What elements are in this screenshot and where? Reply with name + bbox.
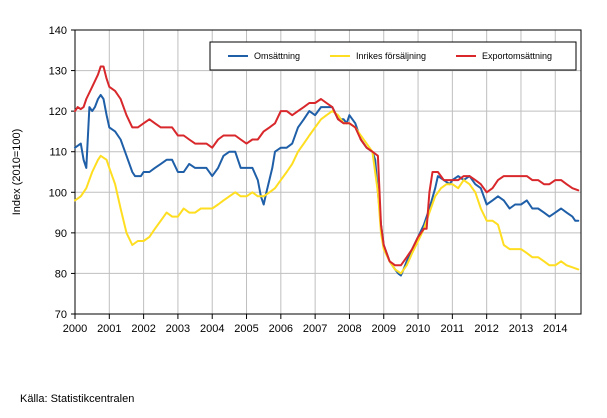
x-tick-label: 2002	[131, 323, 155, 335]
y-tick-label: 130	[49, 66, 67, 78]
y-tick-label: 110	[49, 147, 67, 159]
x-tick-label: 2004	[200, 323, 224, 335]
y-axis: 70 80 90 100 110 120 130 140	[49, 25, 75, 321]
x-tick-label: 2013	[509, 323, 533, 335]
legend-label: Exportomsättning	[482, 51, 552, 61]
y-tick-label: 90	[55, 228, 67, 240]
x-tick-label: 2005	[234, 323, 258, 335]
legend-label: Inrikes försäljning	[356, 51, 426, 61]
x-tick-label: 2006	[269, 323, 293, 335]
y-tick-label: 70	[55, 309, 67, 321]
series-line-inrikes-f-rs-ljning	[74, 110, 580, 275]
y-tick-label: 120	[49, 106, 67, 118]
gridlines	[74, 29, 581, 315]
x-tick-label: 2001	[97, 323, 121, 335]
legend-label: Omsättning	[254, 51, 300, 61]
x-tick-label: 2010	[406, 323, 430, 335]
x-tick-label: 2008	[337, 323, 361, 335]
x-tick-label: 2011	[441, 323, 465, 335]
x-tick-label: 2007	[303, 323, 327, 335]
y-axis-label: Index (2010=100)	[11, 129, 23, 216]
legend: Omsättning Inrikes försäljning Exportomsät…	[209, 41, 577, 71]
y-tick-label: 100	[49, 187, 67, 199]
y-tick-label: 80	[55, 268, 67, 280]
x-tick-label: 2012	[474, 323, 498, 335]
x-tick-label: 2003	[166, 323, 190, 335]
y-tick-label: 140	[49, 25, 67, 37]
x-axis: 2000 2001 2002 2003 2004 2005 2006 2007 2008 2009…	[63, 314, 568, 335]
legend-box	[209, 41, 577, 71]
series-line-oms-ttning	[74, 93, 580, 277]
x-tick-label: 2009	[372, 323, 396, 335]
plot-area	[74, 29, 582, 315]
source-note: Källa: Statistikcentralen	[20, 393, 135, 405]
series-lines	[74, 65, 580, 277]
series-line-exportoms-ttning	[74, 65, 580, 267]
x-tick-label: 2000	[63, 323, 87, 335]
x-tick-label: 2014	[543, 323, 567, 335]
